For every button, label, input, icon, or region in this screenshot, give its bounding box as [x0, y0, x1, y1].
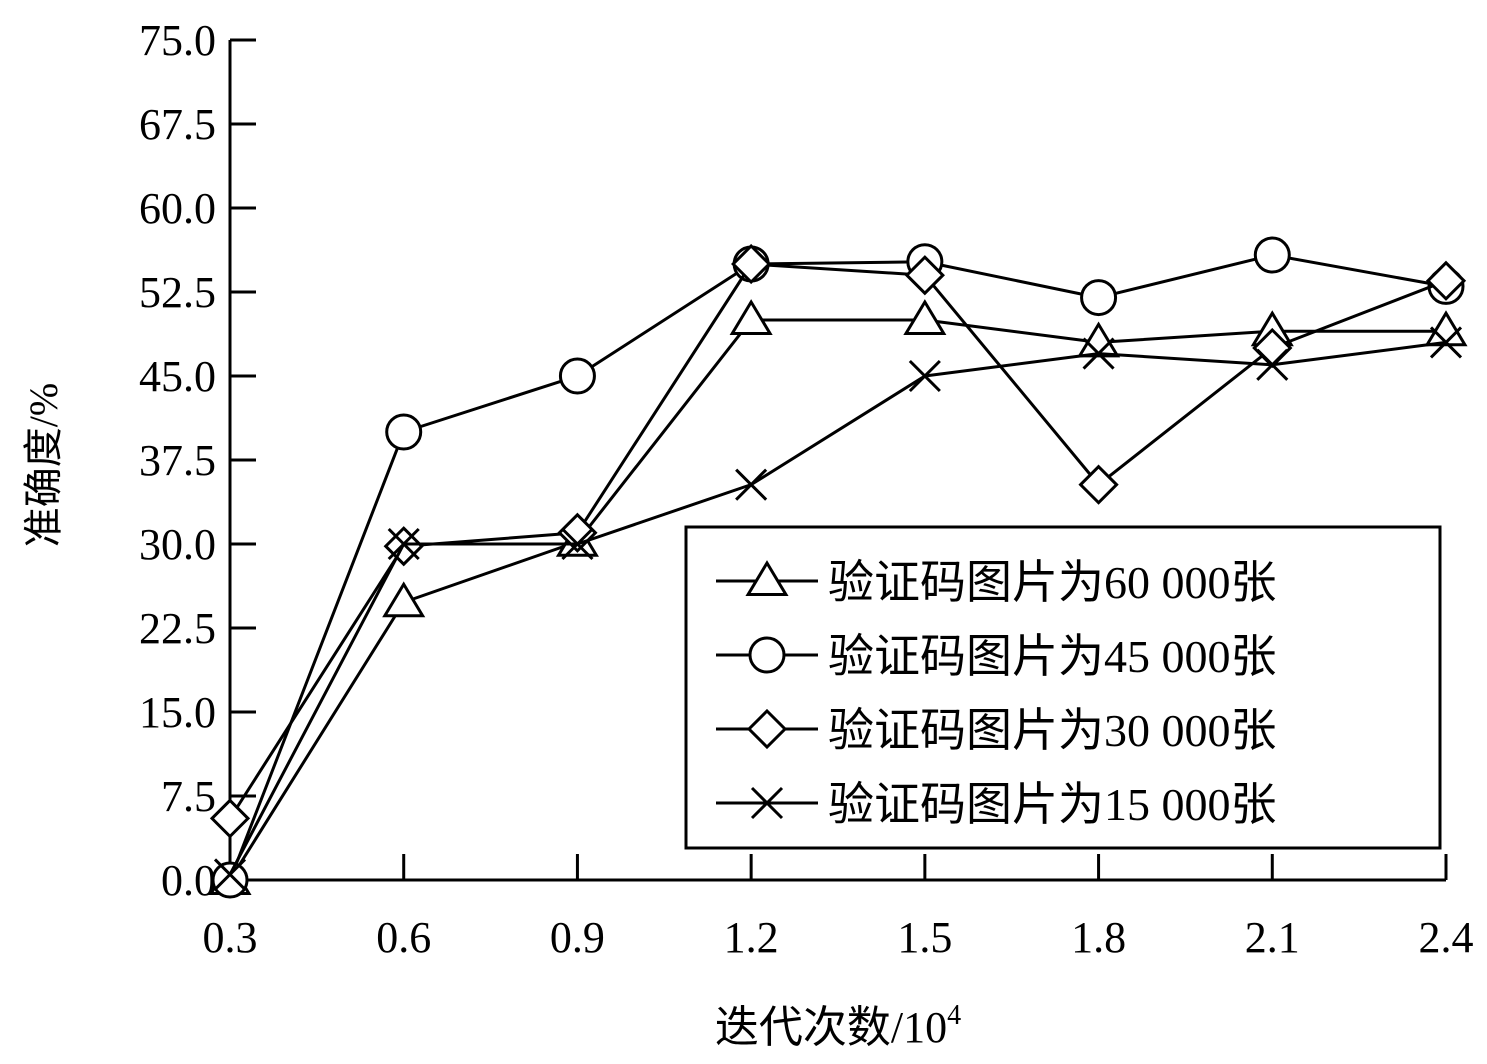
legend-label: 验证码图片为60 000张: [828, 557, 1277, 608]
x-tick-label: 0.6: [376, 913, 431, 962]
legend-label: 验证码图片为45 000张: [828, 631, 1277, 682]
x-axis-label-text: 迭代次数/10: [715, 1003, 947, 1052]
x-tick-label: 1.2: [724, 913, 779, 962]
y-tick-label: 30.0: [139, 520, 216, 569]
x-tick-label: 2.1: [1245, 913, 1300, 962]
cross-stroke: [750, 786, 784, 820]
y-tick-label: 45.0: [139, 352, 216, 401]
x-axis-label-superscript: 4: [947, 1000, 961, 1031]
series-line: [228, 253, 1447, 881]
y-axis-label: 准确度/%: [21, 383, 66, 547]
data-point-diamond: [1425, 260, 1467, 301]
y-tick-label: 0.0: [161, 856, 216, 905]
data-point-diamond: [731, 243, 772, 285]
data-point-cross: [1256, 348, 1289, 381]
data-point-cross: [387, 527, 420, 561]
x-tick-label: 2.4: [1419, 913, 1474, 962]
legend-marker-diamond: [746, 708, 788, 750]
data-point-cross: [735, 468, 768, 501]
data-point-circle: [211, 861, 249, 899]
legend-marker-triangle: [745, 560, 789, 596]
data-point-triangle: [729, 299, 773, 335]
cross-stroke: [561, 527, 594, 561]
x-axis-label: 迭代次数/104: [715, 1000, 961, 1052]
series-line: [228, 318, 1446, 881]
x-tick-label: 0.9: [550, 913, 605, 962]
data-point-cross: [1082, 337, 1115, 370]
x-tick-label: 1.5: [897, 913, 952, 962]
data-point-triangle: [1424, 310, 1468, 347]
series-layer: [208, 236, 1468, 899]
data-point-diamond: [1078, 464, 1119, 505]
cross-stroke: [1082, 337, 1115, 370]
cross-stroke: [1256, 348, 1289, 381]
data-point-circle: [1253, 236, 1291, 274]
data-point-diamond: [209, 798, 251, 839]
y-tick-label: 15.0: [139, 688, 216, 737]
legend-label: 验证码图片为30 000张: [828, 705, 1277, 756]
cross-stroke: [387, 527, 420, 561]
series-line: [228, 340, 1447, 876]
x-tick-label: 1.8: [1071, 913, 1126, 962]
data-point-diamond: [904, 255, 945, 296]
y-tick-label: 52.5: [139, 268, 216, 317]
data-point-triangle: [1077, 321, 1121, 358]
data-point-circle: [1080, 279, 1118, 317]
y-tick-label: 37.5: [139, 436, 216, 485]
y-tick-label: 67.5: [139, 100, 216, 149]
x-tick-label: 0.3: [203, 913, 258, 962]
y-tick-label: 75.0: [139, 16, 216, 65]
legend-label: 验证码图片为15 000张: [828, 779, 1277, 830]
data-point-circle: [385, 413, 423, 451]
y-tick-label: 22.5: [139, 604, 216, 653]
y-tick-label: 7.5: [161, 772, 216, 821]
legend-marker-cross: [750, 786, 784, 820]
data-point-cross: [213, 858, 247, 891]
cross-stroke: [908, 359, 941, 393]
y-tick-label: 60.0: [139, 184, 216, 233]
data-point-cross: [908, 359, 941, 393]
axes: 0.0 7.5 15.0 22.5 30.0 37.5 45.0 52.5 60.0 67.5 75…: [139, 16, 1474, 962]
data-point-cross: [561, 527, 594, 561]
legend-marker-circle: [748, 636, 786, 674]
data-point-cross: [1429, 326, 1463, 359]
cross-stroke: [1429, 326, 1463, 359]
cross-stroke: [735, 468, 768, 501]
series-cross: [213, 326, 1463, 891]
cross-stroke: [213, 858, 247, 891]
data-point-circle: [558, 357, 596, 395]
data-point-triangle: [382, 581, 426, 618]
data-point-triangle: [903, 299, 947, 335]
